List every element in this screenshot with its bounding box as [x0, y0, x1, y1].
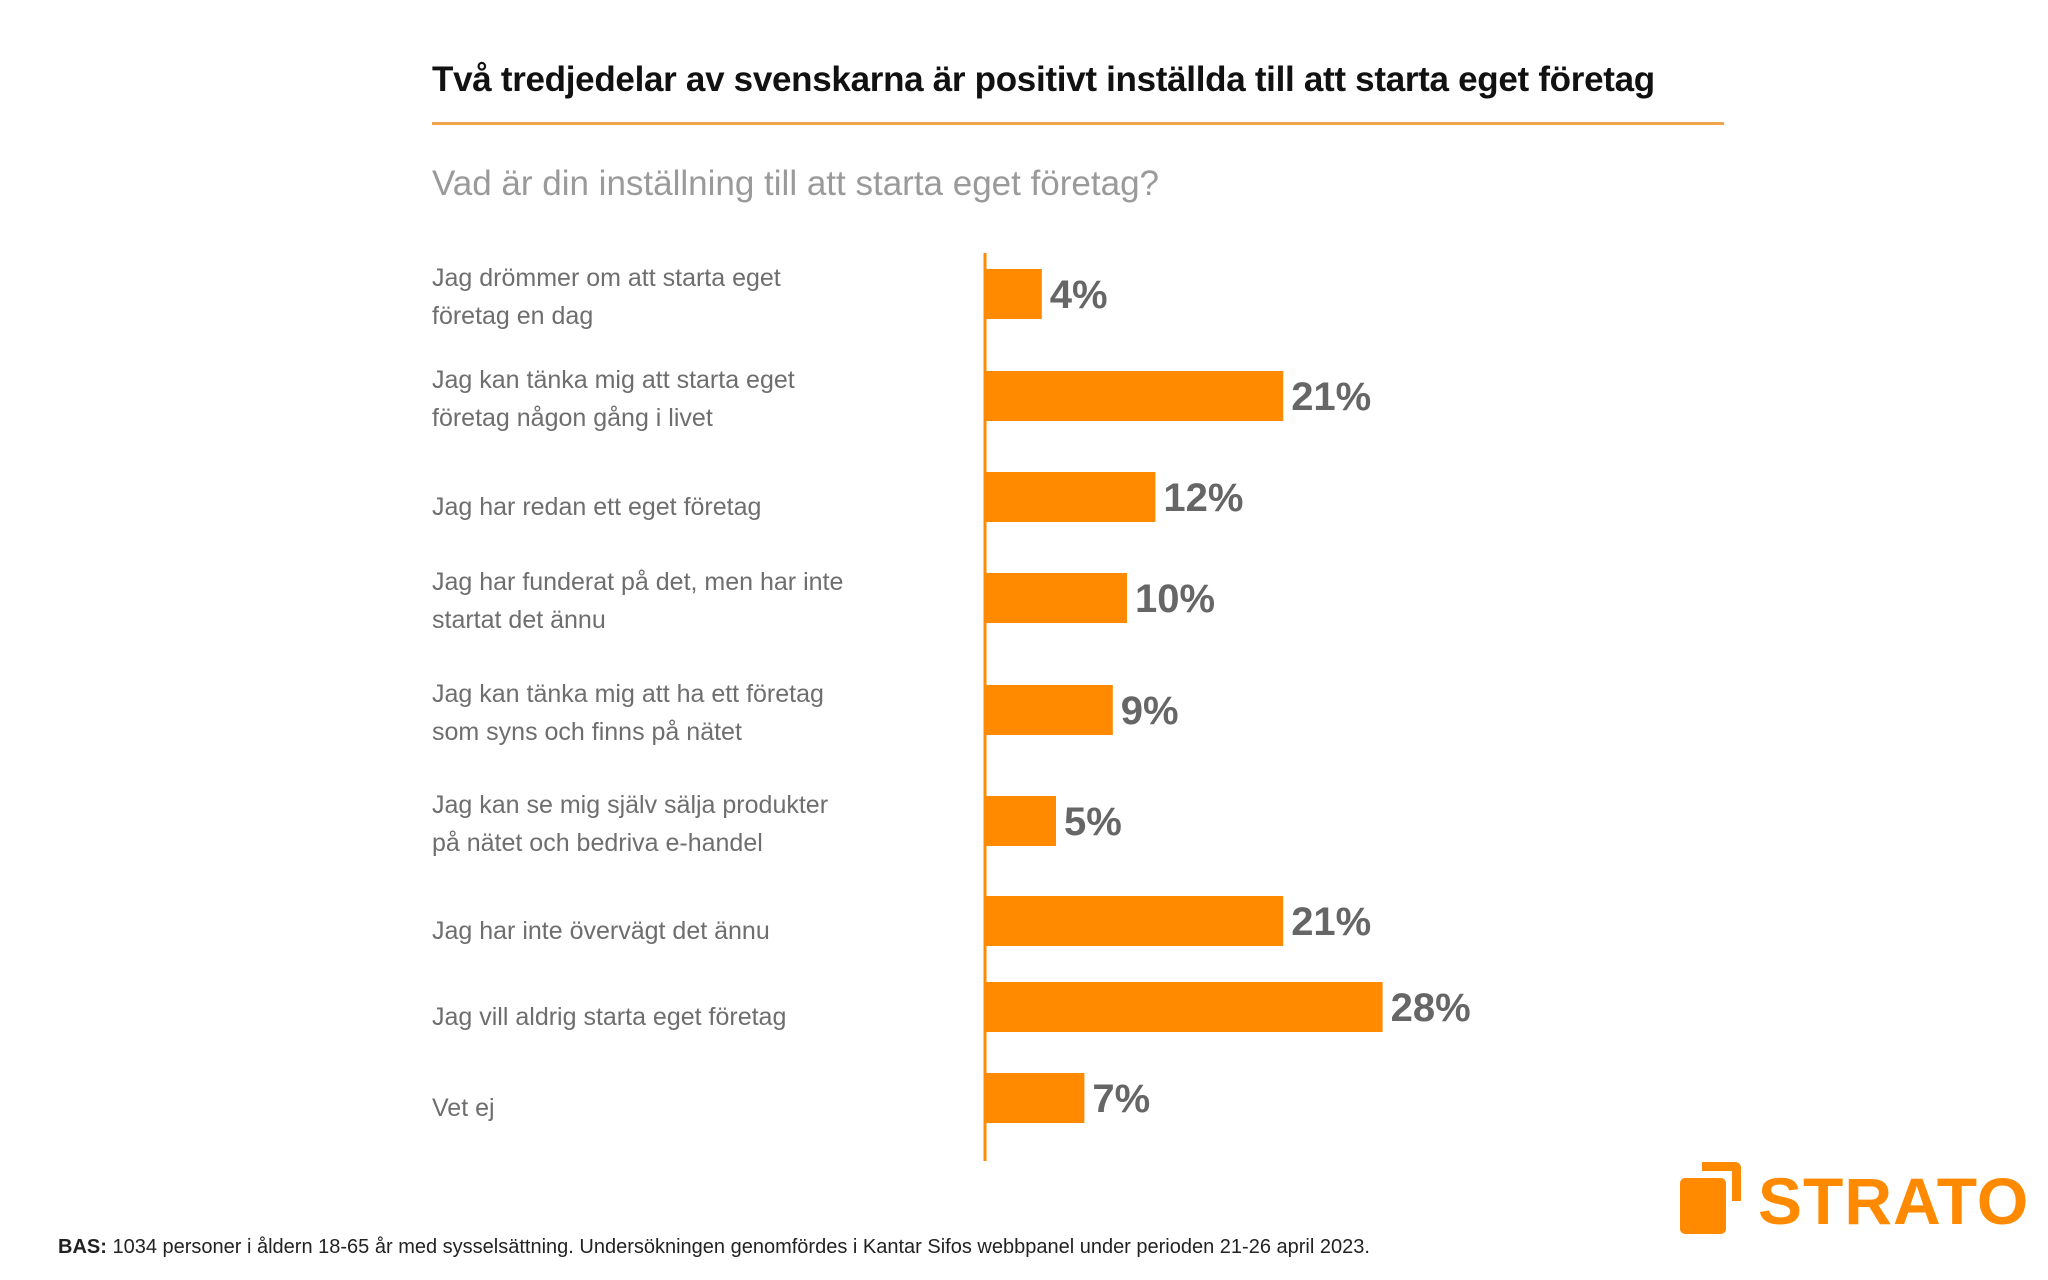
category-label: Jag kan tänka mig att starta eget — [432, 366, 795, 394]
title-divider — [432, 122, 1724, 125]
footnote-prefix: BAS: — [58, 1236, 107, 1258]
logo-bracket-icon — [1702, 1162, 1741, 1201]
value-label: 4% — [1050, 273, 1108, 317]
value-label: 9% — [1121, 689, 1179, 733]
footnote-text: 1034 personer i åldern 18-65 år med syss… — [106, 1236, 1370, 1258]
bar — [985, 269, 1042, 319]
value-label: 28% — [1391, 986, 1471, 1030]
value-label: 21% — [1291, 375, 1371, 419]
category-label: Jag vill aldrig starta eget företag — [432, 1003, 786, 1031]
category-label: Jag har funderat på det, men har inte — [432, 568, 843, 596]
category-label: Jag har inte övervägt det ännu — [432, 917, 770, 945]
category-label: företag någon gång i livet — [432, 404, 713, 432]
value-label: 10% — [1135, 577, 1215, 621]
strato-logo: STRATO — [1680, 1160, 2028, 1240]
bar — [985, 472, 1156, 522]
logo-square-icon — [1680, 1178, 1726, 1234]
category-label: startat det ännu — [432, 606, 606, 634]
category-label: som syns och finns på nätet — [432, 718, 742, 746]
chart-title: Två tredjedelar av svenskarna är positiv… — [432, 60, 1655, 99]
bar — [985, 371, 1284, 421]
category-label: Jag har redan ett eget företag — [432, 493, 761, 521]
logo-text: STRATO — [1758, 1164, 2030, 1238]
footnote: BAS: 1034 personer i åldern 18-65 år med… — [58, 1236, 1370, 1259]
category-label: Jag drömmer om att starta eget — [432, 264, 781, 292]
value-label: 12% — [1163, 476, 1243, 520]
category-label: på nätet och bedriva e-handel — [432, 829, 763, 857]
bar — [985, 1073, 1085, 1123]
bar — [985, 573, 1127, 623]
value-label: 7% — [1092, 1077, 1150, 1121]
category-label: Vet ej — [432, 1094, 495, 1122]
category-label: Jag kan se mig själv sälja produkter — [432, 791, 828, 819]
value-label: 21% — [1291, 900, 1371, 944]
bar — [985, 796, 1056, 846]
category-label: Jag kan tänka mig att ha ett företag — [432, 680, 824, 708]
value-label: 5% — [1064, 800, 1122, 844]
bar — [985, 896, 1284, 946]
bar — [985, 685, 1113, 735]
category-label: företag en dag — [432, 302, 593, 330]
chart-subtitle: Vad är din inställning till att starta e… — [432, 164, 1160, 203]
bar — [985, 982, 1383, 1032]
